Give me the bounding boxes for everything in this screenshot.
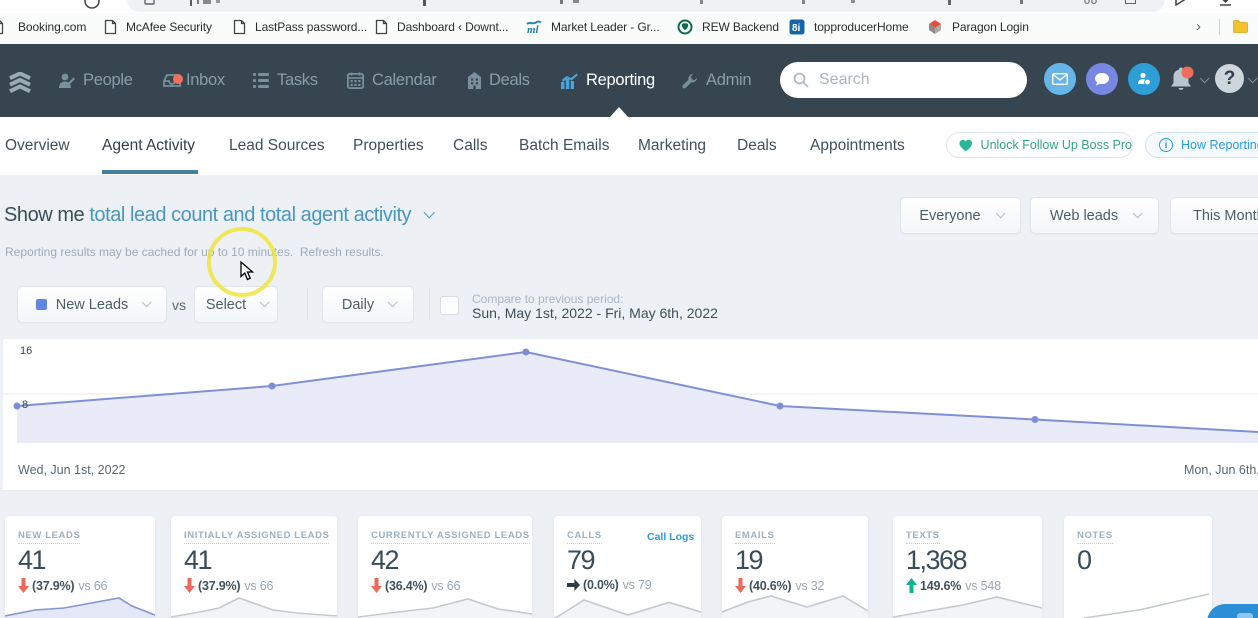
svg-text:8: 8 [22,399,28,411]
svg-text:8i: 8i [792,23,800,34]
svg-text:ml: ml [527,24,539,35]
svg-text:16: 16 [20,345,32,357]
svg-text:Mon, Jun 6th, 2022: Mon, Jun 6th, 2022 [1184,463,1258,477]
svg-text:Wed, Jun 1st, 2022: Wed, Jun 1st, 2022 [18,463,126,477]
